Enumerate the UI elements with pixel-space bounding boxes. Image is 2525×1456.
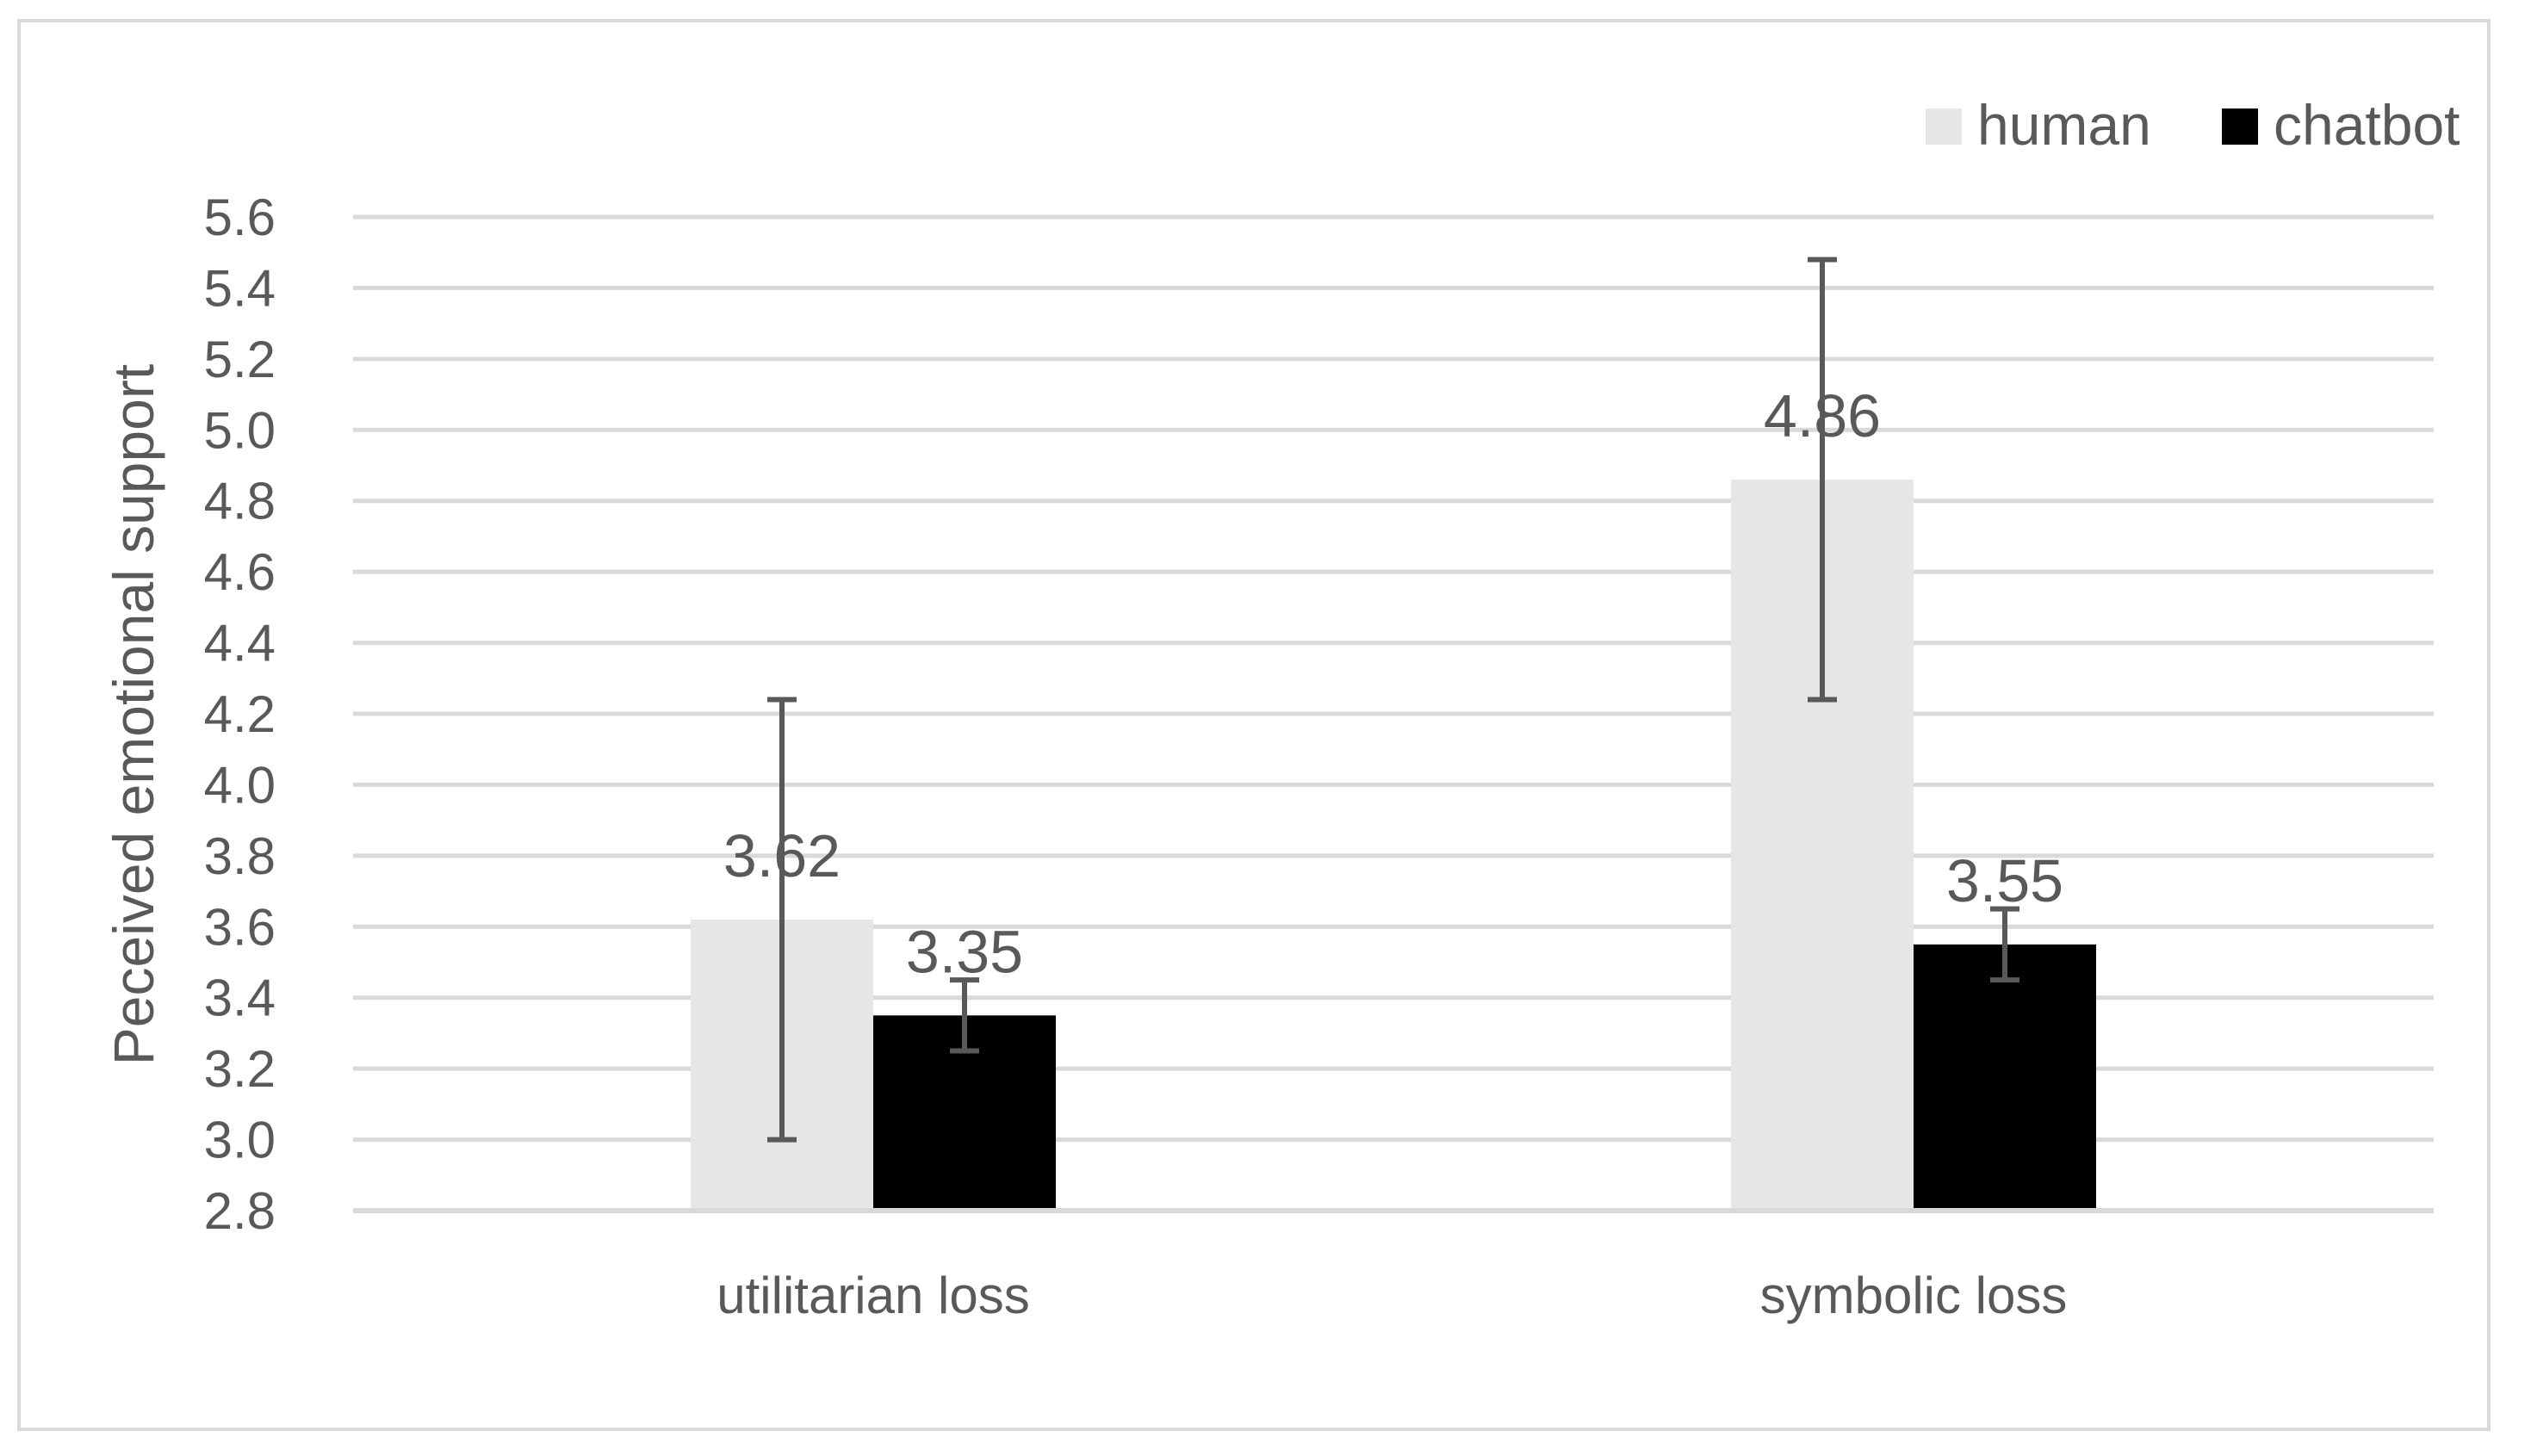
- error-bars: [767, 257, 2019, 1143]
- x-category-label: symbolic loss: [1760, 1267, 2068, 1324]
- legend: human chatbot: [1926, 93, 2460, 157]
- y-tick-label: 2.8: [204, 1182, 276, 1240]
- y-tick-label: 3.0: [204, 1112, 276, 1169]
- legend-swatch-human: [1926, 108, 1962, 145]
- y-tick-label: 3.8: [204, 827, 276, 885]
- y-tick-label: 4.8: [204, 473, 276, 530]
- bar-chatbot-2: [1914, 944, 2096, 1208]
- y-tick-labels: 2.8 3.0 3.2 3.4 3.6 3.8 4.0 4.2 4.4 4.6 4.8 5.0 5.2 5…: [204, 189, 276, 1240]
- y-axis-label: Peceived emotional support: [102, 364, 165, 1066]
- gridlines: [353, 214, 2434, 1213]
- y-tick-label: 5.4: [204, 259, 276, 317]
- data-label: 3.35: [906, 918, 1023, 985]
- y-tick-label: 4.0: [204, 756, 276, 814]
- y-tick-label: 3.6: [204, 898, 276, 956]
- legend-swatch-chatbot: [2222, 108, 2258, 145]
- y-tick-label: 5.0: [204, 401, 276, 459]
- y-tick-label: 4.2: [204, 685, 276, 743]
- y-tick-label: 4.4: [204, 615, 276, 672]
- data-labels: 3.62 3.35 4.86 3.55: [723, 382, 2063, 985]
- x-category-label: utilitarian loss: [717, 1267, 1030, 1324]
- y-tick-label: 4.6: [204, 543, 276, 601]
- bars: [691, 479, 2096, 1208]
- x-category-labels: utilitarian loss symbolic loss: [717, 1267, 2067, 1324]
- data-label: 3.55: [1946, 847, 2063, 914]
- legend-label-human: human: [1977, 93, 2151, 157]
- y-tick-label: 5.6: [204, 189, 276, 246]
- y-tick-label: 5.2: [204, 331, 276, 388]
- data-label: 3.62: [723, 822, 841, 889]
- y-tick-label: 3.2: [204, 1040, 276, 1098]
- y-tick-label: 3.4: [204, 970, 276, 1027]
- data-label: 4.86: [1764, 382, 1881, 449]
- legend-label-chatbot: chatbot: [2274, 93, 2460, 157]
